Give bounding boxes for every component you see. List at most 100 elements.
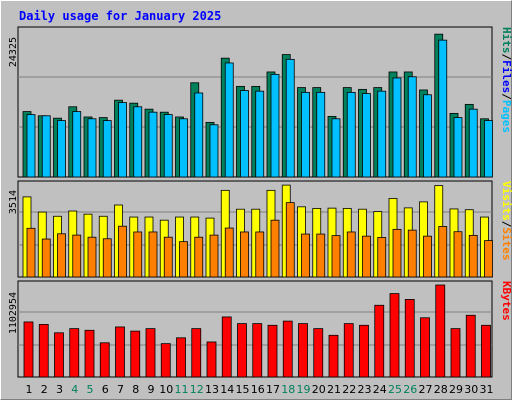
kbytes-bar (343, 323, 354, 378)
sites-bar (224, 227, 234, 278)
kbytes-bar (359, 324, 369, 378)
kbytes-bar (38, 324, 49, 378)
kbytes-bar (176, 337, 186, 378)
kbytes-bar (404, 299, 415, 378)
day-label: 8 (132, 383, 139, 396)
day-label: 26 (403, 383, 417, 396)
sites-bar (72, 234, 82, 278)
legend-label: Visits/Sites (500, 181, 512, 261)
sites-bar (102, 238, 112, 278)
legend-item: Hits (500, 27, 512, 54)
sites-bar (179, 241, 188, 278)
panel-visits-sites: 3514 Visits/Sites (8, 180, 512, 278)
day-label: 16 (251, 383, 265, 396)
day-label: 1 (26, 383, 33, 396)
sites-bar (163, 236, 173, 278)
day-label: 17 (266, 383, 280, 396)
files-bar (285, 58, 295, 178)
day-label: 20 (312, 383, 326, 396)
kbytes-bar (450, 328, 461, 378)
files-bar (179, 118, 188, 178)
kbytes-bar (115, 326, 125, 378)
day-label: 27 (419, 383, 433, 396)
day-label: 24 (373, 383, 387, 396)
kbytes-bar (252, 323, 263, 378)
files-bar (453, 117, 463, 178)
sites-bar (194, 236, 204, 278)
files-bar (57, 120, 66, 178)
sites-bar (346, 231, 356, 278)
kbytes-bar (374, 304, 385, 378)
legend-item: Files (500, 60, 512, 93)
legend-item: Visits (500, 181, 512, 221)
legend-item: Sites (500, 227, 512, 260)
kbytes-bar (298, 323, 308, 378)
files-bar (224, 62, 234, 178)
day-label: 21 (327, 383, 341, 396)
sites-bar (484, 240, 493, 278)
day-label: 19 (297, 383, 311, 396)
day-label: 31 (480, 383, 494, 396)
day-label: 18 (281, 383, 295, 396)
files-bar (72, 111, 82, 178)
day-label: 6 (102, 383, 109, 396)
day-label: 23 (358, 383, 372, 396)
files-bar (377, 90, 387, 178)
sites-bar (407, 229, 417, 278)
sites-bar (316, 233, 326, 278)
files-bar (423, 94, 432, 178)
legend-item: KBytes (500, 281, 512, 321)
kbytes-bar (420, 317, 430, 378)
day-label: 12 (190, 383, 204, 396)
kbytes-bar (328, 334, 339, 378)
day-label: 13 (205, 383, 219, 396)
sites-bar (453, 231, 463, 278)
files-bar (438, 39, 448, 178)
kbytes-bar (237, 323, 247, 378)
day-label: 29 (449, 383, 463, 396)
sites-bar (285, 202, 295, 278)
day-label: 10 (159, 383, 173, 396)
legend-label: Hits/Files/Pages (500, 27, 512, 133)
files-bar (316, 91, 326, 178)
sites-bar (255, 231, 265, 278)
sites-bar (26, 227, 36, 278)
files-bar (87, 118, 97, 178)
sites-bar (118, 225, 127, 278)
kbytes-bar (267, 324, 278, 378)
chart-title: Daily usage for January 2025 (19, 9, 221, 23)
day-label: 5 (87, 383, 94, 396)
files-bar (301, 91, 310, 178)
sites-bar (438, 226, 448, 278)
files-bar (484, 120, 493, 178)
files-bar (41, 115, 51, 178)
kbytes-bar (435, 284, 446, 378)
kbytes-bar (313, 328, 324, 378)
day-label: 30 (464, 383, 478, 396)
files-bar (468, 108, 478, 178)
day-label: 11 (175, 383, 189, 396)
kbytes-bar (160, 343, 171, 378)
files-bar (209, 124, 219, 178)
files-bar (255, 90, 265, 178)
files-bar (407, 76, 417, 178)
day-label: 7 (117, 383, 124, 396)
sites-bar (41, 238, 51, 278)
kbytes-bar (99, 342, 110, 378)
day-label: 2 (41, 383, 48, 396)
y-max-label: 24325 (8, 37, 19, 67)
kbytes-bar (145, 328, 156, 378)
sites-bar (423, 235, 432, 278)
kbytes-bar (389, 293, 400, 378)
legend-item: Pages (500, 100, 512, 133)
kbytes-bar (206, 341, 217, 378)
panel-hits-files: 24325 Hits/Files/Pages (8, 26, 512, 178)
sites-bar (377, 237, 387, 278)
day-label: 22 (342, 383, 356, 396)
sites-bar (331, 235, 341, 278)
sites-bar (209, 234, 219, 278)
files-bar (148, 111, 158, 178)
day-label: 14 (220, 383, 234, 396)
kbytes-bar (481, 324, 491, 378)
